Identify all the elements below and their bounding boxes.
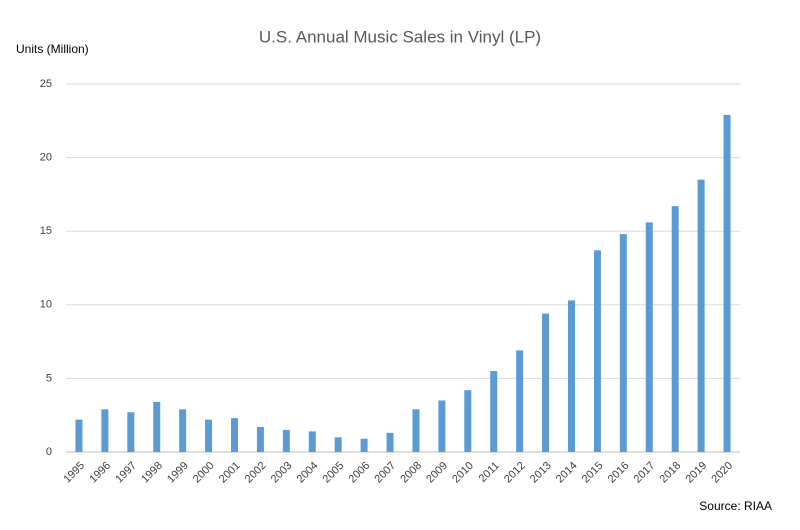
bar xyxy=(75,419,83,452)
bar xyxy=(645,222,653,452)
x-tick-label: 2010 xyxy=(450,460,476,486)
x-tick-label: 2016 xyxy=(606,460,632,486)
bar xyxy=(412,409,420,452)
bar xyxy=(282,429,290,452)
y-tick-label: 25 xyxy=(40,78,52,90)
y-axis-label: Units (Million) xyxy=(16,42,89,56)
bar xyxy=(334,437,342,452)
bar xyxy=(542,313,550,452)
x-tick-label: 2020 xyxy=(709,460,735,486)
x-tick-label: 2009 xyxy=(424,460,450,486)
x-tick-label: 1996 xyxy=(87,460,113,486)
bar xyxy=(153,401,161,452)
x-tick-label: 2002 xyxy=(243,460,269,486)
bar xyxy=(438,400,446,452)
x-tick-label: 2006 xyxy=(346,460,372,486)
bar xyxy=(464,390,472,452)
chart-title: U.S. Annual Music Sales in Vinyl (LP) xyxy=(259,27,541,46)
x-tick-label: 2000 xyxy=(191,460,217,486)
bar xyxy=(231,418,238,452)
bar xyxy=(619,234,627,452)
x-tick-label: 2012 xyxy=(502,460,528,486)
y-tick-label: 0 xyxy=(46,446,52,458)
bar xyxy=(205,419,213,452)
bar xyxy=(593,250,601,452)
x-tick-label: 2015 xyxy=(580,460,606,486)
x-tick-label: 2005 xyxy=(321,460,347,486)
x-tick-label: 2019 xyxy=(683,460,709,486)
x-tick-label: 1995 xyxy=(61,460,87,486)
y-tick-label: 15 xyxy=(40,225,52,237)
x-tick-label: 1998 xyxy=(139,460,165,486)
bar xyxy=(697,179,705,452)
y-tick-label: 10 xyxy=(40,299,52,311)
bar xyxy=(101,409,109,452)
x-tick-label: 2018 xyxy=(658,460,684,486)
y-tick-label: 5 xyxy=(46,372,52,384)
bar xyxy=(360,438,368,452)
bar xyxy=(568,300,575,452)
x-tick-label: 2013 xyxy=(528,460,554,486)
x-tick-label: 2003 xyxy=(269,460,295,486)
bar xyxy=(308,431,316,452)
x-tick-label: 2014 xyxy=(554,460,580,486)
x-tick-label: 2011 xyxy=(477,460,502,485)
bar xyxy=(127,412,135,452)
x-tick-label: 1999 xyxy=(165,460,191,486)
bar xyxy=(516,350,524,452)
x-tick-label: 1997 xyxy=(113,460,139,486)
x-tick-label: 2017 xyxy=(632,460,658,486)
bar xyxy=(256,426,264,452)
source-note: Source: RIAA xyxy=(699,499,772,513)
x-tick-label: 2004 xyxy=(295,460,321,486)
x-tick-label: 2008 xyxy=(398,460,424,486)
bar xyxy=(386,432,394,452)
bar xyxy=(723,114,731,453)
x-tick-label: 2007 xyxy=(372,460,398,486)
y-tick-label: 20 xyxy=(40,152,52,164)
bar xyxy=(671,206,679,452)
bar xyxy=(490,371,498,452)
x-tick-label: 2001 xyxy=(217,460,243,486)
bar xyxy=(179,409,187,452)
